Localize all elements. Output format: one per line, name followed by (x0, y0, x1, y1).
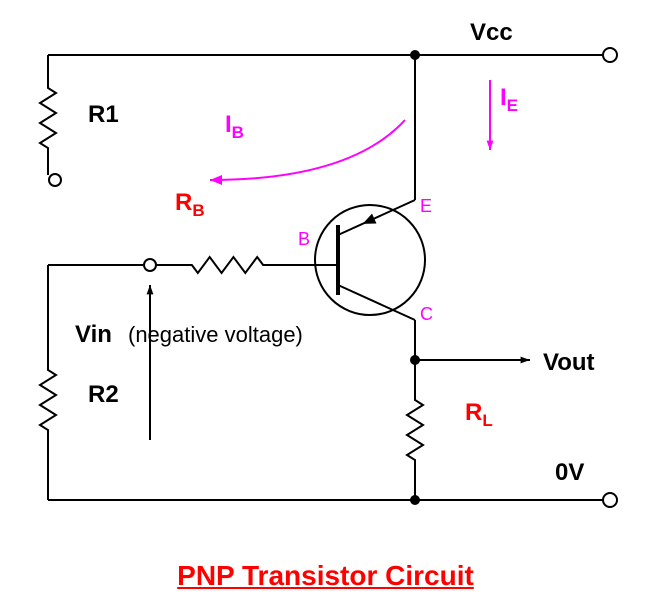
svg-text:R2: R2 (88, 381, 119, 408)
circuit-diagram: Vcc R1 R2 IB IE RB RL B E C Vin (negative voltage) V… (0, 0, 651, 607)
circuit-svg: Vcc R1 R2 IB IE RB RL B E C Vin (negative voltage) V… (0, 0, 651, 607)
svg-text:B: B (298, 229, 310, 249)
svg-text:IB: IB (225, 111, 244, 142)
diagram-title: PNP Transistor Circuit (0, 560, 651, 592)
svg-text:Vout: Vout (543, 349, 595, 376)
svg-text:Vin: Vin (75, 321, 112, 348)
svg-text:C: C (420, 304, 433, 324)
svg-text:E: E (420, 196, 432, 216)
svg-text:RB: RB (175, 189, 205, 220)
svg-text:IE: IE (500, 84, 518, 115)
svg-text:Vcc: Vcc (470, 19, 513, 46)
svg-text:(negative voltage): (negative voltage) (128, 322, 303, 347)
svg-text:R1: R1 (88, 101, 119, 128)
svg-text:RL: RL (465, 399, 493, 430)
svg-text:0V: 0V (555, 459, 584, 486)
